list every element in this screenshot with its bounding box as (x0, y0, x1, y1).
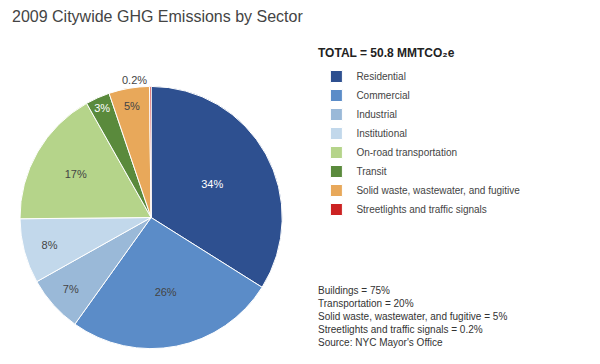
svg-text:Transit: Transit (356, 166, 386, 177)
svg-text:17%: 17% (65, 168, 87, 180)
svg-text:2009 Citywide GHG Emissions by: 2009 Citywide GHG Emissions by Sector (12, 8, 303, 25)
svg-text:5%: 5% (124, 100, 140, 112)
svg-text:7%: 7% (63, 283, 79, 295)
svg-text:3%: 3% (94, 102, 110, 114)
svg-text:Solid waste, wastewater, and f: Solid waste, wastewater, and fugitive (356, 185, 520, 196)
svg-text:34%: 34% (201, 178, 223, 190)
svg-text:Institutional: Institutional (356, 128, 407, 139)
svg-text:Streetlights and traffic signa: Streetlights and traffic signals (356, 204, 486, 215)
svg-text:26%: 26% (155, 286, 177, 298)
svg-text:TOTAL = 50.8 MMTCO₂e: TOTAL = 50.8 MMTCO₂e (318, 46, 455, 60)
svg-text:Industrial: Industrial (356, 109, 397, 120)
svg-text:Commercial: Commercial (356, 90, 409, 101)
svg-text:Buildings = 75%Transportation: Buildings = 75%Transportation = 20%Solid… (318, 285, 507, 348)
svg-text:Residential: Residential (356, 71, 405, 82)
svg-text:On-road transportation: On-road transportation (356, 147, 457, 158)
svg-text:8%: 8% (42, 239, 58, 251)
svg-text:0.2%: 0.2% (122, 74, 147, 86)
